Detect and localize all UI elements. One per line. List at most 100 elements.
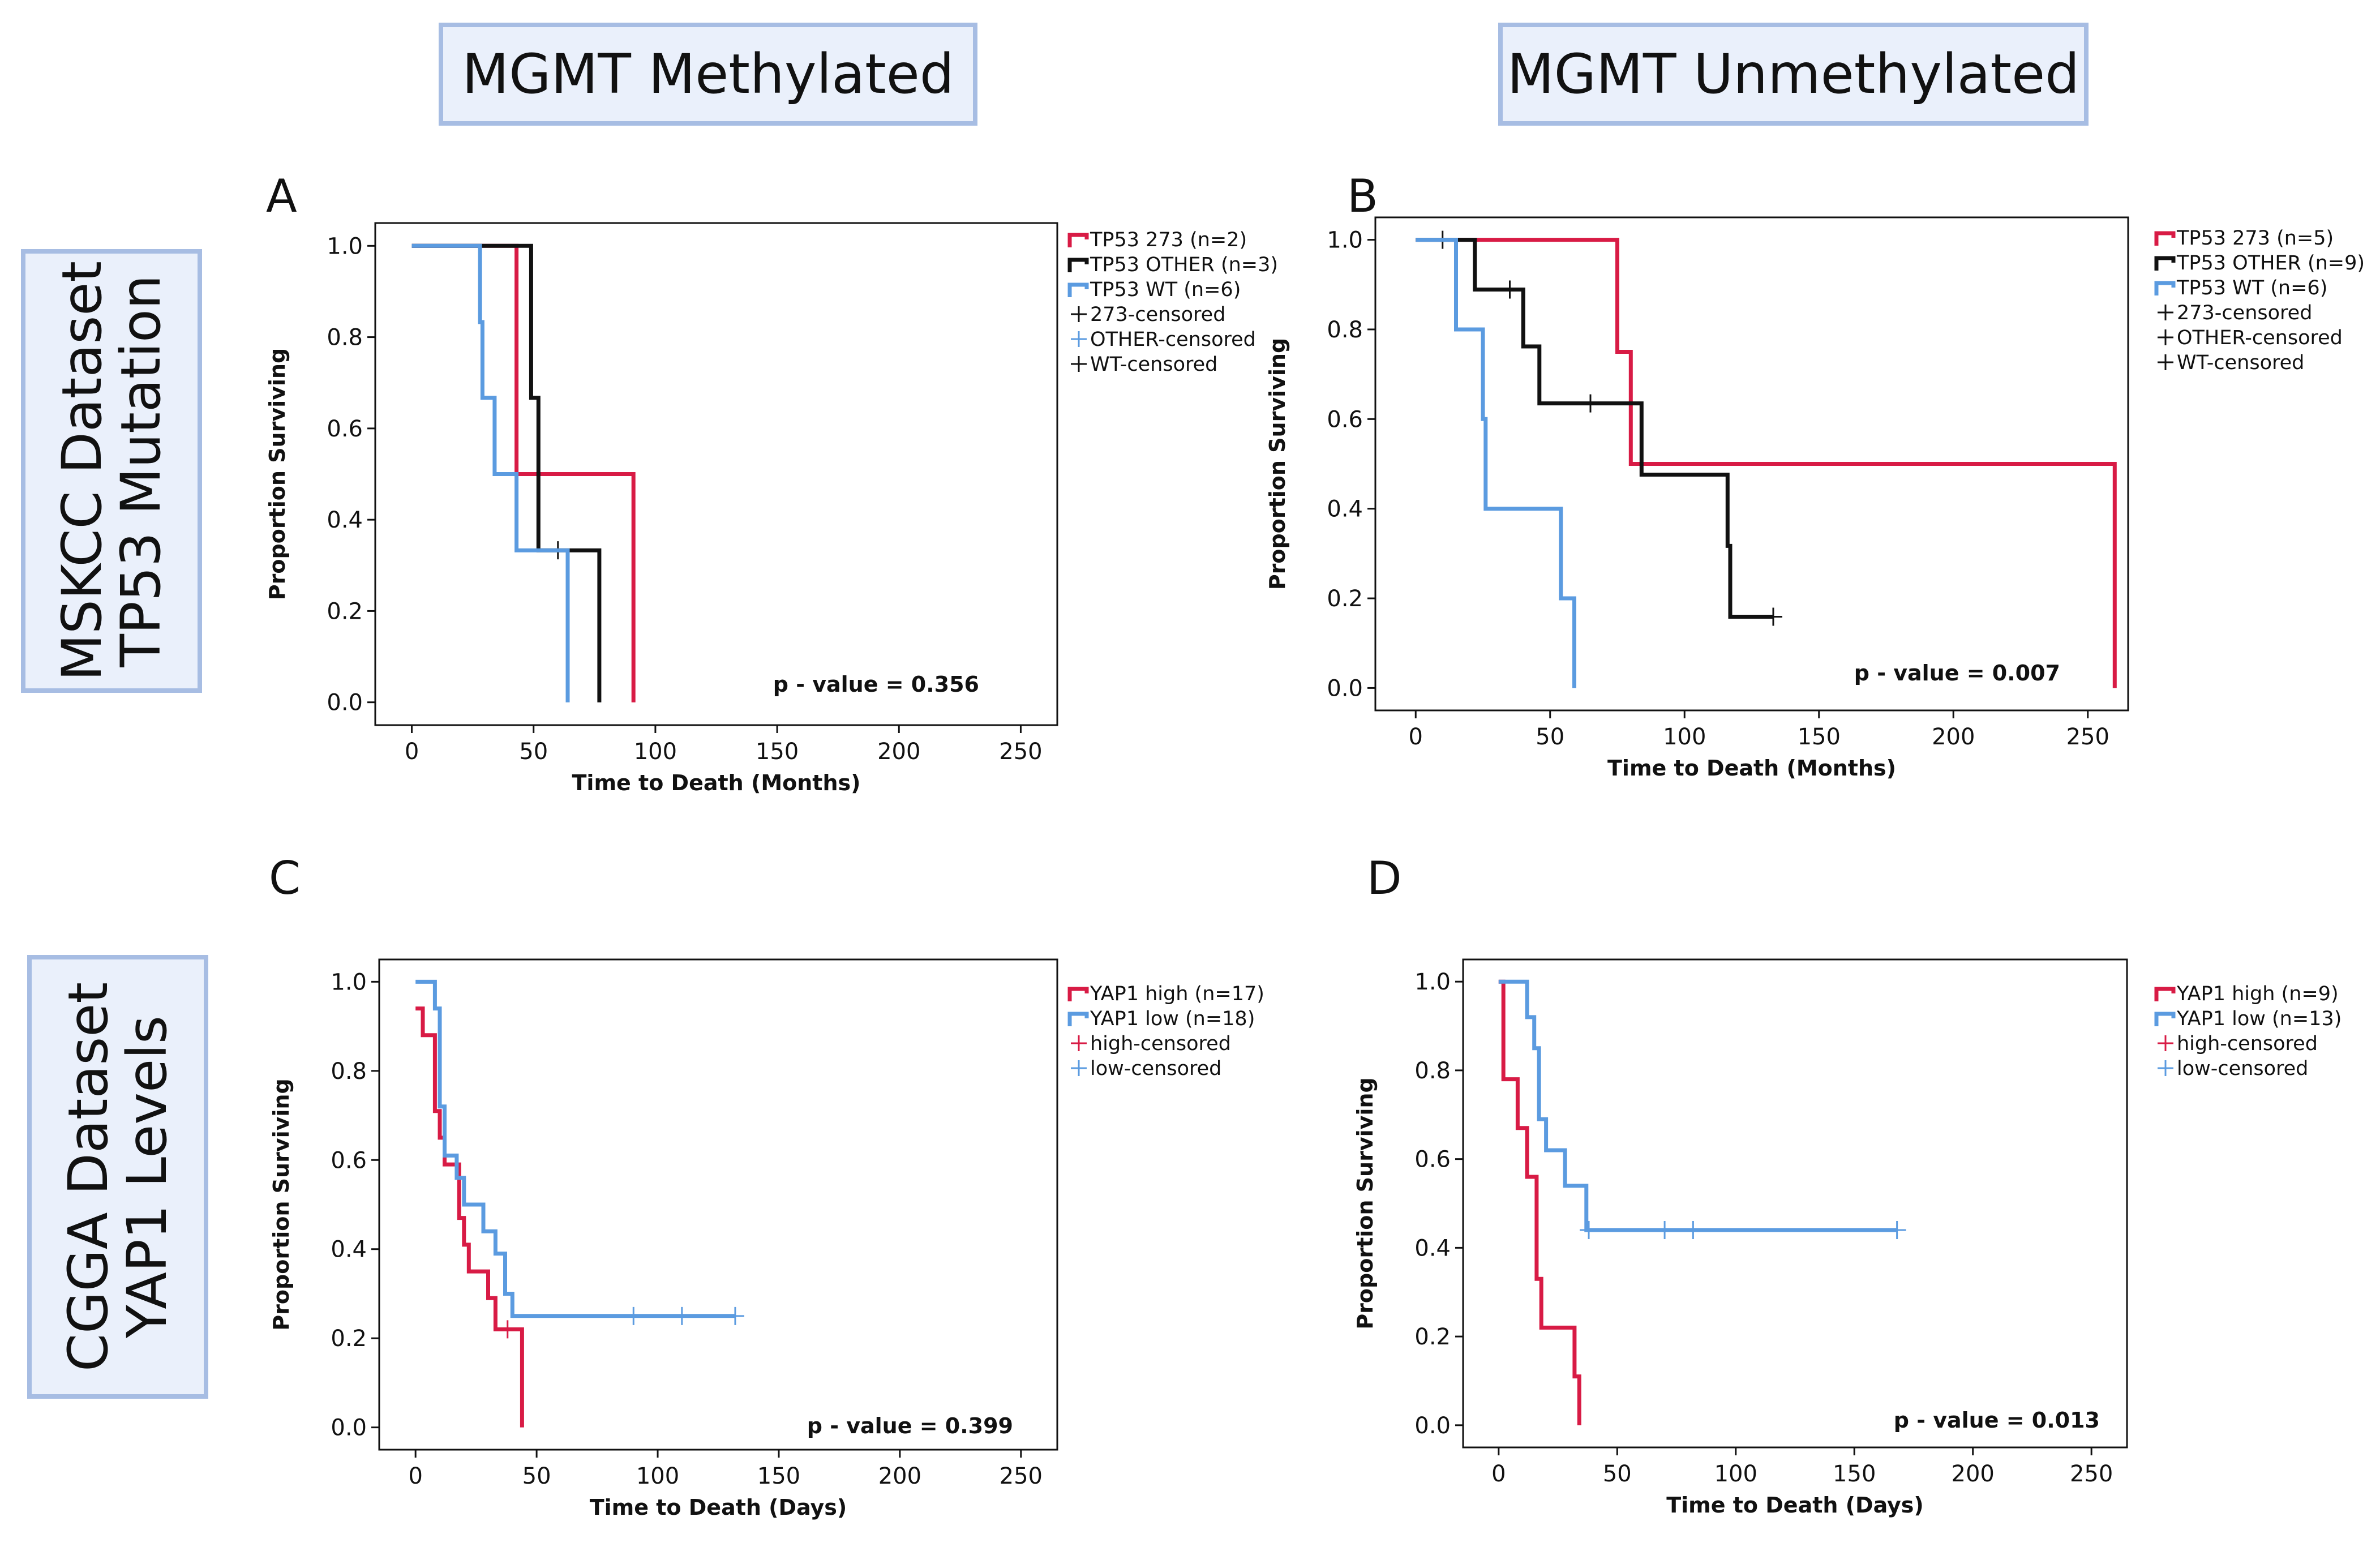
y-tick-label: 1.0 [331, 969, 367, 995]
y-tick-label: 0.0 [331, 1415, 367, 1441]
legend-label: WT-censored [1090, 353, 1217, 376]
y-axis-label: Proportion Surviving [269, 1078, 294, 1330]
survival-curve [1498, 979, 1581, 1425]
y-axis-label: Proportion Surviving [265, 348, 290, 600]
y-axis-label: Proportion Surviving [1353, 1077, 1378, 1329]
survival-curve [415, 1006, 524, 1428]
legend-line-swatch [1067, 233, 1089, 247]
x-tick-label: 250 [2066, 724, 2109, 750]
survival-curve [1416, 238, 2117, 688]
x-axis-label: Time to Death (Months) [572, 770, 861, 795]
p-value-label: p - value = 0.013 [1894, 1408, 2100, 1433]
censor-mark [726, 1306, 744, 1325]
x-tick-label: 50 [1603, 1461, 1632, 1487]
x-tick-label: 200 [877, 739, 920, 765]
x-tick-label: 200 [878, 1463, 921, 1489]
y-tick-label: 0.2 [327, 598, 363, 624]
y-tick-label: 0.6 [1414, 1147, 1451, 1173]
x-tick-label: 100 [1663, 724, 1706, 750]
censor-mark [1684, 1221, 1703, 1240]
y-tick-label: 0.8 [1327, 317, 1363, 343]
censor-mark [1580, 1221, 1598, 1240]
x-axis-label: Time to Death (Months) [1607, 756, 1896, 781]
x-tick-label: 150 [757, 1463, 800, 1489]
y-tick-label: 0.0 [1327, 675, 1363, 701]
legend-label: YAP1 low (n=18) [1090, 1008, 1255, 1030]
legend-label: high-censored [2177, 1032, 2318, 1055]
x-tick-label: 200 [1932, 724, 1975, 750]
x-tick-label: 250 [2070, 1461, 2113, 1487]
legend-line-swatch [1067, 258, 1089, 272]
legend-label: OTHER-censored [2177, 327, 2343, 349]
y-tick-label: 0.6 [327, 416, 363, 442]
censor-mark [1764, 607, 1782, 626]
censor-mark [1581, 394, 1599, 413]
y-tick-label: 1.0 [1327, 228, 1363, 254]
censor-mark [1888, 1221, 1906, 1240]
legend-line-swatch [2154, 256, 2176, 271]
p-value-label: p - value = 0.007 [1854, 661, 2060, 685]
header-mgmt-methylated: MGMT Methylated [439, 23, 977, 126]
y-tick-label: 0.4 [331, 1237, 367, 1263]
censor-mark [1500, 280, 1519, 299]
header-mgmt-unmethylated-text: MGMT Unmethylated [1507, 42, 2080, 106]
x-tick-label: 100 [634, 739, 677, 765]
legend-cross-swatch [2158, 1035, 2173, 1051]
x-tick-label: 150 [1833, 1461, 1876, 1487]
x-tick-label: 0 [1491, 1461, 1506, 1487]
legend-cross-swatch [2158, 354, 2173, 370]
legend-cross-swatch [1071, 356, 1087, 372]
legend-cross-swatch [1071, 1060, 1087, 1076]
x-tick-label: 50 [1536, 724, 1564, 750]
panel-label-d: D [1367, 852, 1402, 905]
y-tick-label: 0.0 [1414, 1413, 1451, 1439]
x-tick-label: 50 [519, 739, 548, 765]
y-axis-label: Proportion Surviving [1265, 338, 1290, 590]
x-axis-label: Time to Death (Days) [590, 1495, 847, 1520]
legend-line-swatch [1067, 1012, 1089, 1026]
panel-label-a: A [266, 170, 297, 222]
legend-label: 273-censored [1090, 303, 1225, 326]
legend-label: high-censored [1090, 1032, 1231, 1055]
censor-mark [672, 1306, 691, 1325]
legend-label: TP53 OTHER (n=9) [2176, 252, 2365, 275]
legend-label: OTHER-censored [1090, 328, 1256, 351]
y-tick-label: 0.4 [327, 507, 363, 533]
x-tick-label: 150 [1798, 724, 1841, 750]
y-tick-label: 0.4 [1327, 496, 1363, 522]
legend-label: TP53 WT (n=6) [2176, 277, 2327, 299]
legend-line-swatch [2154, 1012, 2176, 1026]
survival-curve [411, 243, 602, 702]
panel-label-b: B [1347, 170, 1378, 222]
x-tick-label: 0 [1409, 724, 1423, 750]
plot-frame [378, 958, 1058, 1451]
y-tick-label: 0.2 [1414, 1324, 1451, 1350]
y-tick-label: 1.0 [1414, 969, 1451, 995]
legend-cross-swatch [2158, 305, 2173, 320]
x-tick-label: 250 [999, 739, 1042, 765]
survival-curve [1498, 979, 1897, 1232]
legend-label: YAP1 low (n=13) [2176, 1008, 2342, 1030]
legend-label: YAP1 high (n=9) [2176, 983, 2339, 1005]
legend-cross-swatch [1071, 306, 1087, 322]
survival-curve [1416, 238, 1576, 688]
legend-label: WT-censored [2177, 352, 2304, 374]
y-tick-label: 0.8 [331, 1059, 367, 1085]
legend-cross-swatch [2158, 329, 2173, 345]
y-tick-label: 0.6 [1327, 406, 1363, 432]
y-tick-label: 0.8 [1414, 1058, 1451, 1084]
plot-frame [1374, 216, 2129, 712]
legend-line-swatch [1067, 987, 1089, 1001]
censor-mark [624, 1306, 643, 1325]
x-tick-label: 0 [408, 1463, 422, 1489]
legend-label: low-censored [1090, 1057, 1221, 1080]
legend-line-swatch [1067, 282, 1089, 297]
legend-label: TP53 273 (n=2) [1090, 229, 1247, 251]
row-header-mskcc: MSKCC Dataset TP53 Mutation [21, 249, 202, 693]
legend-cross-swatch [1071, 331, 1087, 347]
y-tick-label: 0.2 [1327, 586, 1363, 612]
legend-label: TP53 OTHER (n=3) [1090, 254, 1278, 276]
